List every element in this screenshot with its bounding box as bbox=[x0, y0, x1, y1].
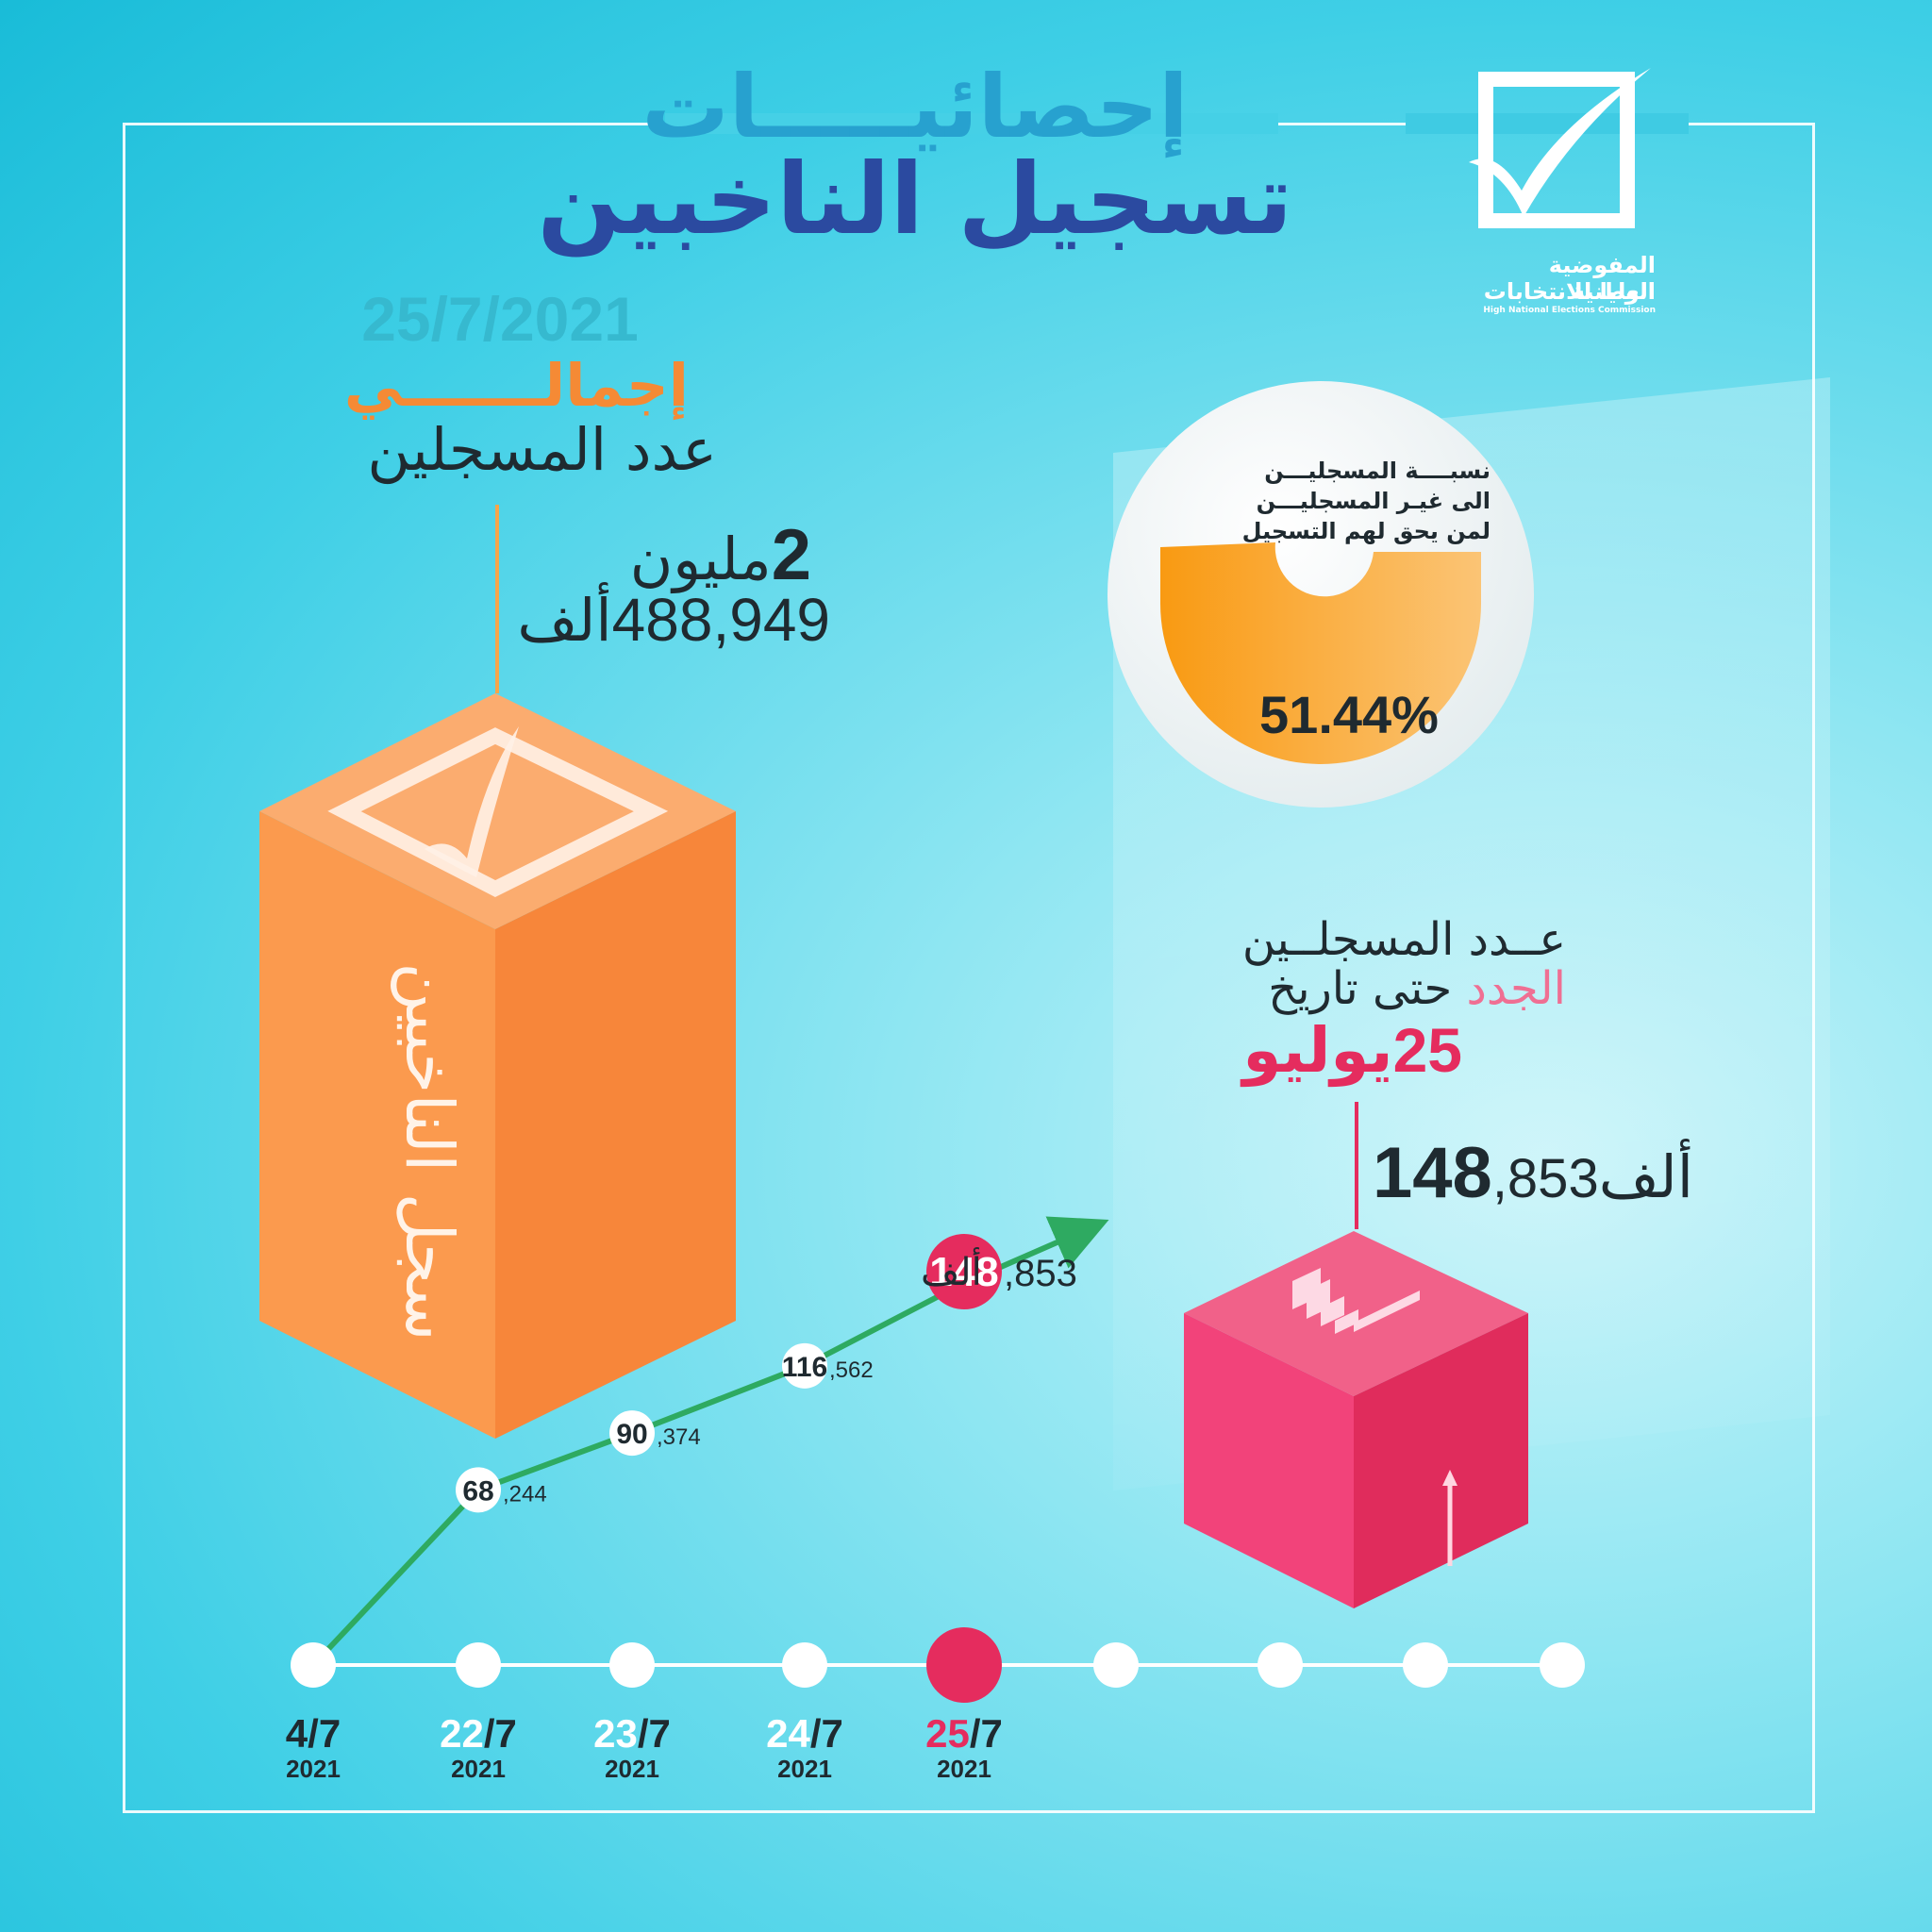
ratio-circle bbox=[1108, 381, 1534, 808]
timeline-day: 25 bbox=[925, 1711, 970, 1756]
new-date: 25يوليو bbox=[1179, 1014, 1462, 1087]
new-value-big: 148 bbox=[1373, 1133, 1492, 1213]
total-millions-num: 2 bbox=[771, 515, 811, 595]
frame-gap-title bbox=[665, 113, 1278, 134]
timeline-date-label: 4/7 bbox=[286, 1711, 341, 1756]
timeline-date-label: 24/7 bbox=[766, 1711, 843, 1756]
timeline-year-label: 2021 bbox=[605, 1755, 659, 1783]
timeline-month: /7 bbox=[484, 1711, 517, 1756]
logo-text-ar-1: المفوضية الوطنية bbox=[1548, 252, 1656, 305]
point-value-small: ,562 bbox=[829, 1357, 874, 1383]
timeline-month: /7 bbox=[810, 1711, 843, 1756]
timeline-day: 22 bbox=[440, 1711, 484, 1756]
timeline-day: 24 bbox=[766, 1711, 810, 1756]
timeline-year-label: 2021 bbox=[777, 1755, 832, 1783]
point-value-label: 90 bbox=[616, 1419, 647, 1450]
total-millions: 2مليون bbox=[528, 514, 811, 596]
timeline-dot bbox=[1093, 1642, 1139, 1688]
timeline-year-label: 2021 bbox=[937, 1755, 991, 1783]
total-label-dark: عدد المسجلين bbox=[367, 415, 717, 484]
point-value-suffix: ألف bbox=[921, 1247, 982, 1294]
timeline-date-label: 22/7 bbox=[440, 1711, 517, 1756]
new-connector bbox=[1355, 1102, 1358, 1229]
ratio-arc bbox=[1160, 542, 1481, 764]
arrow-up-icon bbox=[1442, 1470, 1457, 1566]
ratio-text-1: نسبــــة المسجليـــن bbox=[1264, 458, 1491, 484]
new-value: ألف 148,853 bbox=[1373, 1132, 1712, 1214]
timeline-dot bbox=[456, 1642, 501, 1688]
title-voter-registration: تسجيل الناخبين bbox=[537, 142, 1293, 257]
logo-text-en: High National Elections Commission bbox=[1483, 306, 1656, 315]
total-date: 25/7/2021 bbox=[361, 284, 639, 354]
new-value-small: ,853 bbox=[1491, 1148, 1599, 1209]
hnec-logo: المفوضية الوطنية العليا للانتخابات High … bbox=[1467, 58, 1656, 315]
new-date-num: 25 bbox=[1392, 1015, 1462, 1085]
ratio-text-2: الى غيـر المسجليـــن bbox=[1256, 488, 1491, 514]
new-label-2: الجدد حتى تاريخ bbox=[1179, 962, 1566, 1015]
timeline-month: /7 bbox=[308, 1711, 341, 1756]
timeline-dot bbox=[291, 1642, 336, 1688]
point-marker bbox=[456, 1467, 501, 1513]
new-value-word: ألف bbox=[1598, 1142, 1693, 1211]
timeline-dot bbox=[1403, 1642, 1448, 1688]
pink-cube bbox=[1184, 1231, 1528, 1608]
total-label-orange: إجمالـــــــي bbox=[343, 351, 689, 420]
logo-text-ar-2: العليا للانتخابات bbox=[1483, 278, 1656, 305]
total-millions-word: مليون bbox=[629, 525, 772, 593]
timeline-day: 23 bbox=[593, 1711, 638, 1756]
checkmark-box-icon bbox=[1469, 68, 1651, 228]
timeline-month: /7 bbox=[638, 1711, 671, 1756]
point-value-label: 116 bbox=[782, 1352, 827, 1383]
point-value-label: 68 bbox=[462, 1475, 493, 1507]
orange-ballot-box bbox=[259, 693, 736, 1439]
bars-icon bbox=[1292, 1268, 1420, 1334]
timeline-dot bbox=[609, 1642, 655, 1688]
total-thousands-word: ألف bbox=[517, 586, 612, 655]
total-thousands: 488,949ألف bbox=[509, 585, 830, 655]
point-value-small: ,374 bbox=[657, 1424, 701, 1450]
new-label-dark: حتى تاريخ bbox=[1268, 962, 1453, 1015]
timeline-dot bbox=[926, 1627, 1002, 1703]
timeline-date-label: 25/7 bbox=[925, 1711, 1003, 1756]
point-marker bbox=[609, 1410, 655, 1457]
timeline-dot bbox=[1540, 1642, 1585, 1688]
point-value-small: ,244 bbox=[503, 1481, 547, 1507]
point-value-label: 148 bbox=[929, 1249, 998, 1295]
point-marker bbox=[782, 1342, 827, 1389]
timeline-day: 4 bbox=[286, 1711, 308, 1756]
title-statistics: إحصائيـــــات bbox=[641, 57, 1189, 158]
timeline-year-label: 2021 bbox=[286, 1755, 341, 1783]
ratio-text-3: لمن يحق لهم التسجيل bbox=[1241, 518, 1491, 544]
timeline-year-label: 2021 bbox=[451, 1755, 506, 1783]
point-value-small: ,853 bbox=[1004, 1253, 1077, 1294]
timeline-dot bbox=[1257, 1642, 1303, 1688]
new-date-word: يوليو bbox=[1242, 1014, 1393, 1087]
new-label-1: عــدد المسجلــين bbox=[1241, 913, 1566, 966]
point-marker bbox=[926, 1234, 1002, 1309]
frame-gap-logo bbox=[1406, 113, 1689, 134]
timeline-date-label: 23/7 bbox=[593, 1711, 671, 1756]
ratio-percent: 51.44% bbox=[1259, 685, 1439, 744]
new-label-pink: الجدد bbox=[1466, 962, 1566, 1015]
timeline-dot bbox=[782, 1642, 827, 1688]
total-thousands-num: 488,949 bbox=[611, 586, 830, 654]
total-connector bbox=[495, 505, 499, 693]
timeline-month: /7 bbox=[970, 1711, 1003, 1756]
